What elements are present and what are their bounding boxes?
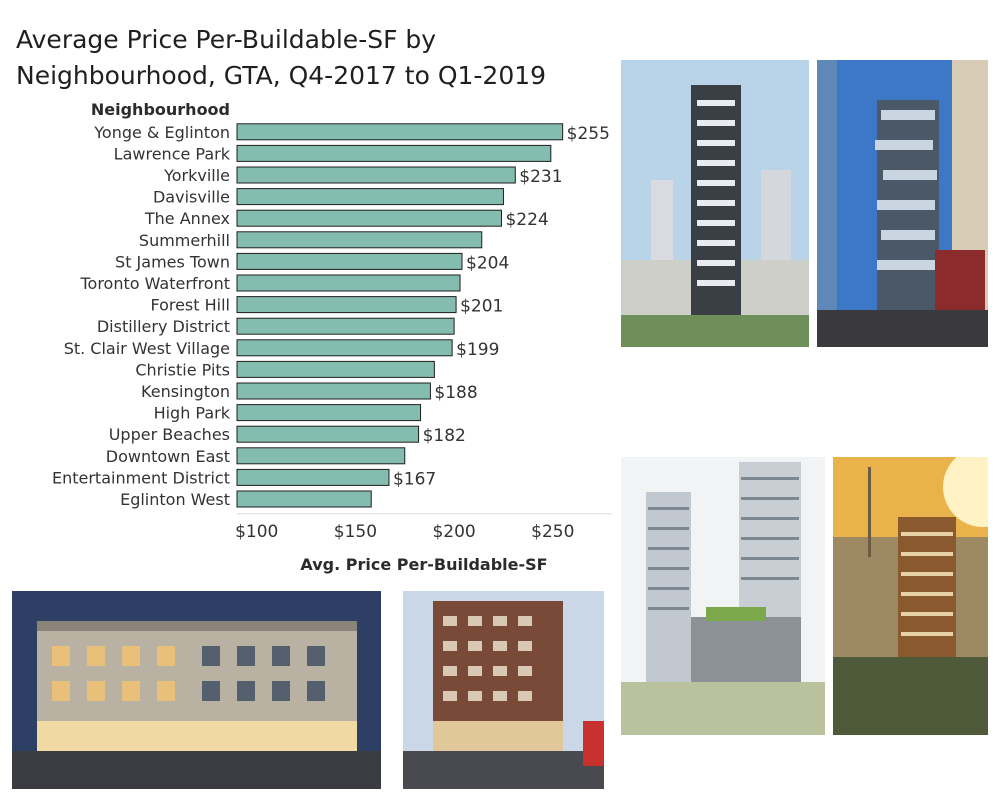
bar xyxy=(236,166,516,184)
building-photo-2 xyxy=(817,60,988,347)
data-label: $201 xyxy=(460,297,503,317)
category-label: Upper Beaches xyxy=(109,425,230,444)
category-label: Downtown East xyxy=(106,447,230,466)
category-label: St. Clair West Village xyxy=(64,339,230,358)
bar xyxy=(236,144,552,162)
x-axis-title: Avg. Price Per-Buildable-SF xyxy=(300,555,547,574)
data-label: $255 xyxy=(567,124,610,144)
bar-chart: Neighbourhood Yonge & Eglinton $255 Lawrenc… xyxy=(52,100,612,574)
category-label: High Park xyxy=(154,404,231,423)
x-tick-label: $250 xyxy=(531,522,574,542)
category-label: The Annex xyxy=(144,209,230,228)
bar xyxy=(236,317,455,335)
category-label: Yorkville xyxy=(163,166,230,185)
category-label: Entertainment District xyxy=(52,468,230,487)
building-photo-5 xyxy=(12,591,381,789)
data-label: $167 xyxy=(393,469,436,489)
bar xyxy=(236,360,435,378)
category-label: Lawrence Park xyxy=(114,144,231,163)
bar xyxy=(236,231,483,249)
category-label: Kensington xyxy=(141,382,230,401)
bar xyxy=(236,123,564,141)
x-tick-label: $150 xyxy=(334,522,377,542)
x-tick-label: $100 xyxy=(235,522,278,542)
data-label: $188 xyxy=(434,383,477,403)
row-header: Neighbourhood xyxy=(91,100,230,119)
category-label: Toronto Waterfront xyxy=(79,274,230,293)
bar xyxy=(236,274,461,292)
category-label: Distillery District xyxy=(97,317,230,336)
category-label: St James Town xyxy=(115,252,230,271)
data-label: $224 xyxy=(505,210,548,230)
category-label: Christie Pits xyxy=(135,360,230,379)
bar xyxy=(236,447,406,465)
building-photo-1 xyxy=(621,60,809,347)
bar xyxy=(236,490,372,508)
bar xyxy=(236,296,457,314)
data-label: $204 xyxy=(466,253,509,273)
chart-title: Average Price Per-Buildable-SF by Neighb… xyxy=(16,25,547,90)
building-photo-3 xyxy=(621,457,825,735)
bar xyxy=(236,209,502,227)
category-label: Forest Hill xyxy=(150,296,230,315)
bar xyxy=(236,404,422,422)
building-photo-6 xyxy=(403,591,604,789)
x-tick-label: $200 xyxy=(432,522,475,542)
data-label: $199 xyxy=(456,340,499,360)
category-label: Davisville xyxy=(153,188,230,207)
bar xyxy=(236,425,420,443)
bar xyxy=(236,252,463,270)
building-photo-4 xyxy=(833,457,988,735)
data-label: $182 xyxy=(423,426,466,446)
bar xyxy=(236,468,390,486)
category-label: Eglinton West xyxy=(120,490,230,509)
bar xyxy=(236,339,453,357)
bar xyxy=(236,188,504,206)
data-label: $231 xyxy=(519,167,562,187)
category-label: Summerhill xyxy=(139,231,230,250)
bar xyxy=(236,382,431,400)
category-label: Yonge & Eglinton xyxy=(93,123,230,142)
